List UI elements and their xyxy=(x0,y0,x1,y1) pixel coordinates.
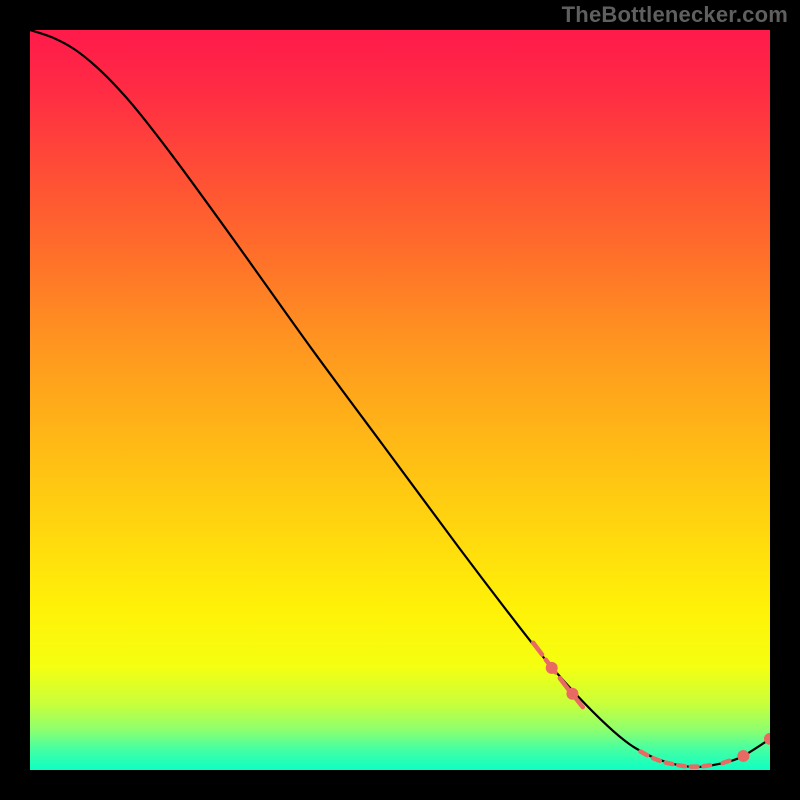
chart-background xyxy=(30,30,770,770)
marker-dot xyxy=(546,662,558,674)
chart-frame: TheBottlenecker.com xyxy=(0,0,800,800)
chart-plot xyxy=(30,30,770,770)
marker-dot xyxy=(737,750,749,762)
marker-dot xyxy=(566,688,578,700)
watermark-text: TheBottlenecker.com xyxy=(562,2,788,28)
